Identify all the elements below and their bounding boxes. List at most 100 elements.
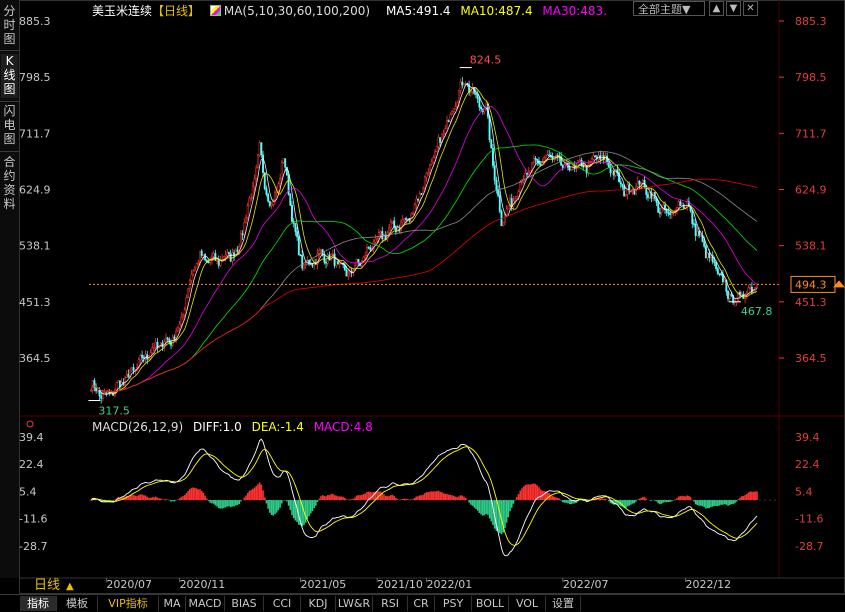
tab-vip-indicators[interactable]: VIP指标 xyxy=(98,596,159,611)
candle-body xyxy=(476,94,479,99)
price-tick-label: 624.9 xyxy=(795,184,827,197)
candle-body xyxy=(590,158,593,162)
candle-body xyxy=(730,294,733,296)
tab-cr[interactable]: CR xyxy=(408,596,435,611)
tab-ma[interactable]: MA xyxy=(159,596,186,611)
candle-body xyxy=(144,354,147,359)
macd-dea-value: DEA:-1.4 xyxy=(251,420,304,434)
candle-body xyxy=(267,194,270,202)
candle-body xyxy=(291,204,293,222)
period-selector[interactable]: 日线 ▲ xyxy=(34,578,74,593)
macd-tick-label-left: 22.4 xyxy=(19,458,44,471)
tab-templates[interactable]: 模板 xyxy=(57,596,98,611)
candle-body xyxy=(532,157,535,163)
candle-body xyxy=(452,108,455,112)
tab-kline[interactable]: K线图 xyxy=(1,54,18,98)
candle-body xyxy=(193,267,196,272)
tab-rsi[interactable]: RSI xyxy=(373,596,408,611)
candle-body xyxy=(578,159,581,162)
candle-body xyxy=(216,259,218,262)
tab-kdj[interactable]: KDJ xyxy=(301,596,336,611)
tab-macd[interactable]: MACD xyxy=(186,596,225,611)
ma5-value: MA5:491.4 xyxy=(385,4,451,18)
tab-vol[interactable]: VOL xyxy=(509,596,546,611)
candle-body xyxy=(311,264,314,267)
candle-body xyxy=(520,181,523,184)
candle-body xyxy=(594,155,597,158)
price-tick-label: 798.5 xyxy=(795,71,827,84)
candle-body xyxy=(377,232,380,239)
candle-body xyxy=(619,181,622,185)
tab-bias[interactable]: BIAS xyxy=(225,596,264,611)
candle-body xyxy=(90,390,92,392)
candle-body xyxy=(219,260,222,266)
candle-body xyxy=(703,241,706,247)
price-tick-label: 885.3 xyxy=(795,15,827,28)
candle-body xyxy=(127,374,130,377)
theme-dropdown[interactable]: 全部主题▼ xyxy=(633,1,705,16)
candle-body xyxy=(568,167,571,171)
candle-body xyxy=(383,235,385,240)
tab-psy[interactable]: PSY xyxy=(435,596,472,611)
tab-lwr[interactable]: LW&R xyxy=(336,596,373,611)
time-tick-label: 2022/07 xyxy=(563,578,609,591)
price-tick-label: 451.3 xyxy=(795,296,827,309)
candle-body xyxy=(451,111,454,115)
ma10-value: MA10:487.4 xyxy=(460,4,533,18)
macd-params[interactable]: MACD(26,12,9) xyxy=(92,420,184,434)
tab-flash[interactable]: 闪电图 xyxy=(3,104,16,146)
candle-body xyxy=(614,169,617,176)
candle-body xyxy=(749,286,752,289)
candle-body xyxy=(372,241,375,249)
candle-body xyxy=(217,259,220,266)
move-up-button[interactable]: ▲ xyxy=(709,1,724,16)
candle-body xyxy=(302,264,305,269)
candle-body xyxy=(180,316,183,325)
close-button[interactable]: ✕ xyxy=(743,1,758,16)
candle-body xyxy=(696,231,699,236)
macd-tick-label-left: -11.6 xyxy=(19,513,47,526)
candle-body xyxy=(592,155,595,160)
candle-body xyxy=(432,157,435,163)
move-down-button[interactable]: ▼ xyxy=(726,1,741,16)
candle-body xyxy=(693,223,695,225)
tab-indicators[interactable]: 指标 xyxy=(20,596,57,611)
candle-body xyxy=(192,270,195,275)
tab-settings[interactable]: 设置 xyxy=(546,596,581,611)
period-up-icon: ▲ xyxy=(66,581,74,592)
candle-body xyxy=(507,205,510,210)
candle-body xyxy=(187,288,190,298)
macd-diff-value: DIFF:1.0 xyxy=(192,420,242,434)
candle-body xyxy=(185,297,188,311)
tab-intraday[interactable]: 分时图 xyxy=(3,4,16,46)
candle-body xyxy=(417,198,419,201)
time-tick-label: 2021/05 xyxy=(301,578,347,591)
candle-body xyxy=(657,202,660,213)
candle-body xyxy=(539,163,542,166)
kline-chart[interactable]: 885.3 885.3 798.5 798.5 711.7 711.7 624.9 624.9… xyxy=(19,0,845,594)
candle-body xyxy=(411,213,414,215)
candle-body xyxy=(272,201,275,205)
tab-cci[interactable]: CCI xyxy=(264,596,301,611)
ma200-line xyxy=(90,178,758,393)
candle-body xyxy=(434,151,437,158)
candle-body xyxy=(376,237,379,240)
candle-body xyxy=(710,255,712,259)
candle-body xyxy=(442,133,445,135)
tab-contract-info[interactable]: 合约资料 xyxy=(3,155,16,211)
candle-body xyxy=(338,263,341,265)
candle-body xyxy=(667,212,670,214)
tab-boll[interactable]: BOLL xyxy=(472,596,509,611)
candle-body xyxy=(256,154,259,168)
candle-body xyxy=(243,222,246,236)
ma-params[interactable]: MA(5,10,30,60,100,200) xyxy=(209,4,376,18)
candle-body xyxy=(612,170,615,176)
candle-body xyxy=(236,249,239,252)
candle-body xyxy=(658,212,661,214)
candle-body xyxy=(529,170,532,173)
candle-body xyxy=(270,204,273,206)
candle-body xyxy=(716,268,719,274)
macd-tick-label-left: -28.7 xyxy=(19,540,47,553)
candle-body xyxy=(427,172,430,174)
candle-body xyxy=(388,227,391,234)
